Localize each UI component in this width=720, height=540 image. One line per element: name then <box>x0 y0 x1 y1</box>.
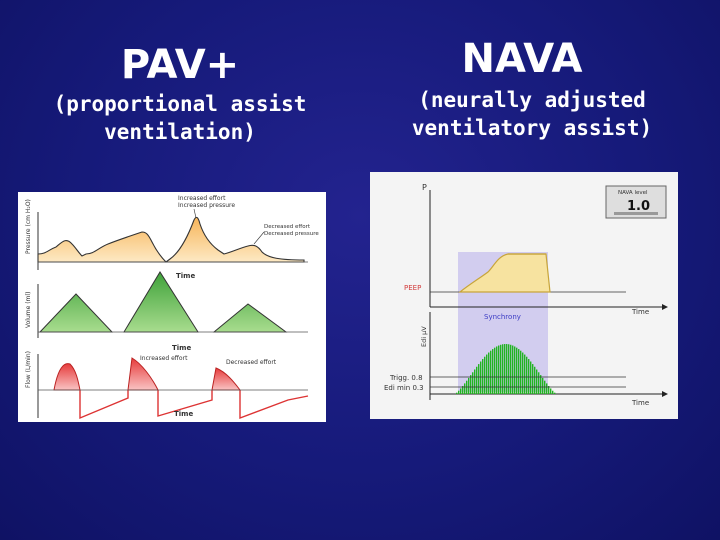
edi-min-label: Edi min 0.3 <box>384 384 424 392</box>
edi-signal-bar <box>502 344 504 394</box>
pressure-waveform <box>458 253 551 293</box>
nava-level-scale <box>614 212 658 215</box>
edi-signal-bar <box>498 345 500 394</box>
edi-signal-bar <box>482 359 484 394</box>
edi-time-label: Time <box>631 399 649 407</box>
edi-signal-bar <box>500 344 502 394</box>
nava-subtitle-line2: ventilatory assist) <box>411 116 653 140</box>
edi-signal-bar <box>496 346 498 394</box>
edi-signal-bar <box>534 366 536 394</box>
volume-axis-label: Volume (ml) <box>25 292 32 328</box>
p-time-arrow <box>662 304 668 310</box>
edi-signal-bar <box>468 377 470 394</box>
edi-signal-bar <box>516 347 518 394</box>
pav-subtitle-line1: (proportional assist <box>53 92 307 116</box>
edi-signal-bar <box>530 361 532 394</box>
edi-signal-bar <box>470 375 472 394</box>
edi-signal-bar <box>538 372 540 394</box>
nava-title: NAVA <box>461 36 583 82</box>
edi-signal-bar <box>528 359 530 394</box>
pressure-waveform <box>37 216 305 263</box>
nava-subtitle: (neurally adjusted ventilatory assist) <box>372 86 692 142</box>
pressure-axis-label: Pressure (cm H₂O) <box>25 199 32 254</box>
edi-signal <box>456 344 556 394</box>
annot-increased-pressure: Increased pressure <box>178 202 235 209</box>
edi-signal-bar <box>546 383 548 394</box>
nava-waveform-diagram: Synchrony P Time PEEP Edi µV Time Trigg.… <box>384 183 668 407</box>
edi-signal-bar <box>464 383 466 394</box>
edi-signal-bar <box>532 364 534 394</box>
edi-signal-bar <box>492 349 494 394</box>
edi-signal-bar <box>550 388 552 394</box>
edi-signal-bar <box>510 344 512 394</box>
edi-signal-bar <box>548 386 550 394</box>
edi-signal-bar <box>524 354 526 394</box>
edi-signal-bar <box>484 356 486 394</box>
flow-axis-label: Flow (L/min) <box>25 351 32 388</box>
edi-time-arrow <box>662 391 668 397</box>
peep-label: PEEP <box>404 284 421 292</box>
edi-signal-bar <box>462 386 464 394</box>
nava-level-title: NAVA level <box>618 190 648 196</box>
edi-signal-bar <box>520 350 522 394</box>
volume-time-label: Time <box>172 344 191 352</box>
edi-signal-bar <box>536 369 538 394</box>
trigg-label: Trigg. 0.8 <box>389 374 423 382</box>
edi-signal-bar <box>508 344 510 394</box>
edi-signal-bar <box>514 346 516 394</box>
volume-waveform <box>38 271 288 333</box>
edi-signal-bar <box>506 344 508 394</box>
pressure-time-label: Time <box>176 272 195 280</box>
annot-arrow-increased <box>193 208 197 219</box>
edi-signal-bar <box>458 390 460 394</box>
edi-signal-bar <box>552 390 554 394</box>
flow-expiratory <box>79 390 309 420</box>
edi-signal-bar <box>518 349 520 394</box>
flow-inspiratory-3 <box>211 367 242 391</box>
edi-signal-bar <box>460 388 462 394</box>
flow-inspiratory-2 <box>127 357 159 391</box>
edi-signal-bar <box>526 356 528 394</box>
annot-flow-increased: Increased effort <box>140 355 188 362</box>
p-time-label: Time <box>631 308 649 316</box>
edi-signal-bar <box>456 392 458 394</box>
synchrony-label: Synchrony <box>484 313 521 321</box>
edi-signal-bar <box>476 366 478 394</box>
nava-waveform-panel: Synchrony P Time PEEP Edi µV Time Trigg.… <box>370 172 678 419</box>
nava-level-value: 1.0 <box>627 199 650 214</box>
flow-time-label: Time <box>174 410 193 418</box>
edi-signal-bar <box>488 352 490 394</box>
p-axis-label: P <box>422 183 427 192</box>
edi-signal-bar <box>480 361 482 394</box>
annot-increased-effort: Increased effort <box>178 195 226 202</box>
edi-signal-bar <box>472 372 474 394</box>
annot-flow-decreased: Decreased effort <box>226 359 277 366</box>
pav-waveform-panel: Pressure (cm H₂O) Increased effort Incre… <box>18 192 326 422</box>
edi-signal-bar <box>478 364 480 394</box>
annot-decreased-effort: Decreased effort <box>264 224 311 230</box>
edi-axis-label: Edi µV <box>420 326 428 347</box>
edi-signal-bar <box>540 375 542 394</box>
pav-title: PAV+ <box>120 42 240 88</box>
edi-signal-bar <box>512 345 514 394</box>
edi-signal-bar <box>490 350 492 394</box>
pav-subtitle: (proportional assist ventilation) <box>20 90 340 146</box>
flow-inspiratory-1 <box>53 363 81 391</box>
edi-signal-bar <box>542 377 544 394</box>
annot-arrow-decreased <box>253 231 265 245</box>
edi-signal-bar <box>554 392 556 394</box>
edi-signal-bar <box>474 369 476 394</box>
annot-decreased-pressure: Decreased pressure <box>264 231 319 237</box>
edi-signal-bar <box>504 344 506 394</box>
nava-subtitle-line1: (neurally adjusted <box>418 88 646 112</box>
edi-signal-bar <box>486 354 488 394</box>
edi-signal-bar <box>522 352 524 394</box>
pav-subtitle-line2: ventilation) <box>104 120 256 144</box>
pav-waveform-diagram: Pressure (cm H₂O) Increased effort Incre… <box>25 195 319 420</box>
edi-signal-bar <box>494 347 496 394</box>
